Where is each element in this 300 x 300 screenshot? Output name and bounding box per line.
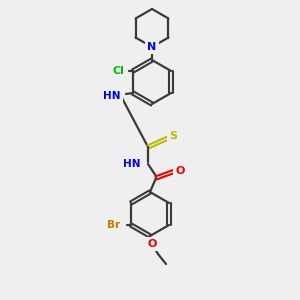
- Text: HN: HN: [122, 159, 140, 169]
- Text: N: N: [147, 42, 157, 52]
- Text: O: O: [175, 166, 185, 176]
- Text: O: O: [147, 239, 157, 249]
- Text: Cl: Cl: [112, 66, 124, 76]
- Text: HN: HN: [103, 91, 121, 101]
- Text: S: S: [169, 131, 177, 141]
- Text: Br: Br: [107, 220, 120, 230]
